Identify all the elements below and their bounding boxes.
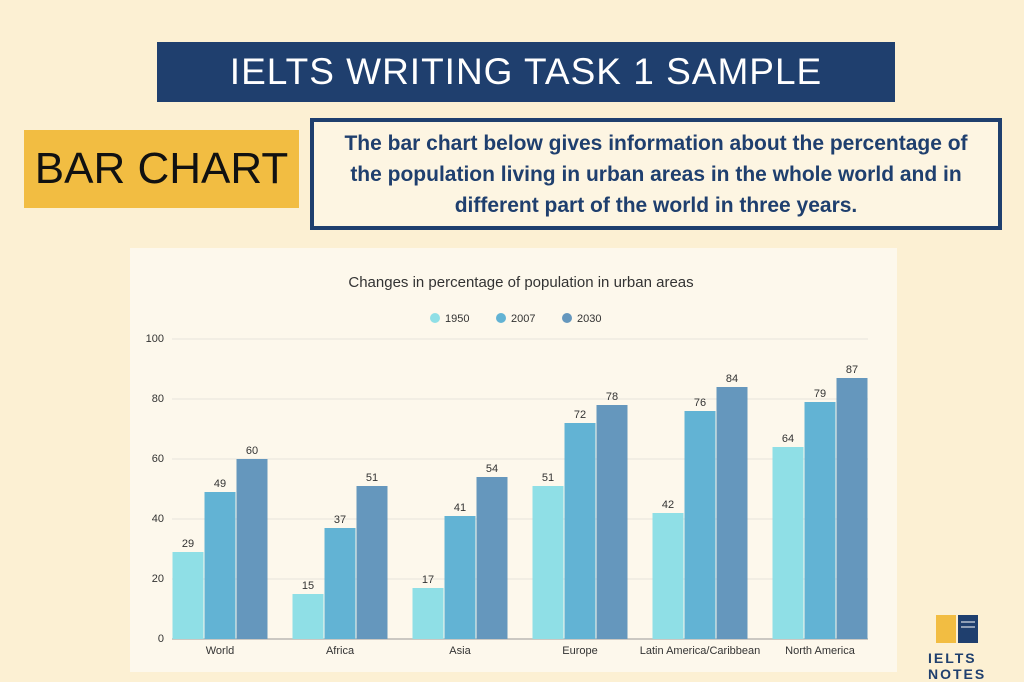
value-label: 76 bbox=[694, 397, 706, 409]
value-label: 78 bbox=[606, 391, 618, 403]
logo-icon bbox=[936, 615, 978, 643]
bar bbox=[412, 588, 444, 639]
y-tick-label: 80 bbox=[152, 393, 164, 405]
bar bbox=[804, 402, 836, 639]
y-tick-label: 40 bbox=[152, 513, 164, 525]
bar bbox=[356, 486, 388, 639]
value-label: 42 bbox=[662, 499, 674, 511]
bar bbox=[596, 405, 628, 639]
bar bbox=[564, 423, 596, 639]
chart-title: Changes in percentage of population in u… bbox=[348, 274, 693, 291]
value-label: 37 bbox=[334, 514, 346, 526]
value-label: 84 bbox=[726, 373, 738, 385]
value-label: 54 bbox=[486, 463, 498, 475]
description: The bar chart below gives information ab… bbox=[310, 118, 1002, 230]
value-label: 79 bbox=[814, 388, 826, 400]
badge: BAR CHART bbox=[24, 130, 299, 208]
x-tick-label: Latin America/Caribbean bbox=[640, 645, 760, 657]
value-label: 49 bbox=[214, 478, 226, 490]
value-label: 64 bbox=[782, 433, 794, 445]
bar bbox=[684, 411, 716, 639]
y-tick-label: 20 bbox=[152, 573, 164, 585]
y-tick-label: 0 bbox=[158, 633, 164, 645]
bar bbox=[444, 516, 476, 639]
value-label: 17 bbox=[422, 574, 434, 586]
legend-swatch bbox=[496, 313, 506, 323]
x-tick-label: Africa bbox=[326, 645, 355, 657]
value-label: 51 bbox=[366, 472, 378, 484]
legend-label: 2007 bbox=[511, 313, 535, 325]
bar bbox=[476, 477, 508, 639]
bar bbox=[716, 387, 748, 639]
value-label: 60 bbox=[246, 445, 258, 457]
y-tick-label: 60 bbox=[152, 453, 164, 465]
x-tick-label: North America bbox=[785, 645, 856, 657]
value-label: 29 bbox=[182, 538, 194, 550]
page-title: IELTS WRITING TASK 1 SAMPLE bbox=[157, 42, 895, 102]
x-tick-label: World bbox=[206, 645, 235, 657]
x-tick-label: Asia bbox=[449, 645, 471, 657]
bar bbox=[292, 594, 324, 639]
value-label: 51 bbox=[542, 472, 554, 484]
x-tick-label: Europe bbox=[562, 645, 597, 657]
value-label: 15 bbox=[302, 580, 314, 592]
value-label: 72 bbox=[574, 409, 586, 421]
bar bbox=[172, 552, 204, 639]
bar bbox=[532, 486, 564, 639]
bar bbox=[772, 447, 804, 639]
legend-swatch bbox=[562, 313, 572, 323]
legend-swatch bbox=[430, 313, 440, 323]
legend-label: 1950 bbox=[445, 313, 469, 325]
value-label: 87 bbox=[846, 364, 858, 376]
legend-label: 2030 bbox=[577, 313, 601, 325]
bar bbox=[236, 459, 268, 639]
logo-text: IELTS NOTES bbox=[928, 650, 987, 682]
value-label: 41 bbox=[454, 502, 466, 514]
bar bbox=[836, 378, 868, 639]
bar bbox=[204, 492, 236, 639]
bar bbox=[324, 528, 356, 639]
y-tick-label: 100 bbox=[146, 333, 164, 345]
bar bbox=[652, 513, 684, 639]
